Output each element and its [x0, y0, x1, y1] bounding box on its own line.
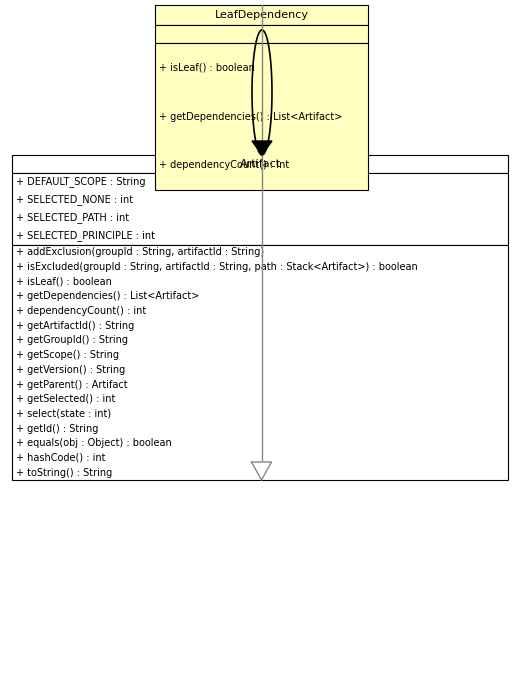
Text: + DEFAULT_SCOPE : String: + DEFAULT_SCOPE : String — [16, 177, 146, 188]
Text: + isLeaf() : boolean: + isLeaf() : boolean — [16, 277, 112, 287]
Text: + getArtifactId() : String: + getArtifactId() : String — [16, 321, 134, 331]
Text: + dependencyCount() : int: + dependencyCount() : int — [16, 306, 146, 316]
Text: + getDependencies() : List<Artifact>: + getDependencies() : List<Artifact> — [16, 291, 199, 302]
Bar — [12, 245, 508, 480]
Bar — [12, 155, 508, 173]
Text: + isExcluded(groupId : String, artifactId : String, path : Stack<Artifact>) : bo: + isExcluded(groupId : String, artifactI… — [16, 262, 418, 272]
Bar — [155, 25, 368, 43]
Text: Artifact: Artifact — [239, 159, 281, 169]
Text: + getParent() : Artifact: + getParent() : Artifact — [16, 379, 127, 389]
Polygon shape — [252, 462, 271, 480]
Text: + select(state : int): + select(state : int) — [16, 409, 111, 419]
Text: + SELECTED_PATH : int: + SELECTED_PATH : int — [16, 213, 129, 224]
Text: LeafDependency: LeafDependency — [215, 10, 308, 20]
Text: + isLeaf() : boolean: + isLeaf() : boolean — [159, 63, 255, 72]
Text: + getDependencies() : List<Artifact>: + getDependencies() : List<Artifact> — [159, 111, 342, 122]
Text: + addExclusion(groupId : String, artifactId : String): + addExclusion(groupId : String, artifac… — [16, 247, 264, 257]
Text: + hashCode() : int: + hashCode() : int — [16, 453, 106, 463]
Text: + SELECTED_PRINCIPLE : int: + SELECTED_PRINCIPLE : int — [16, 231, 155, 241]
Bar — [12, 173, 508, 245]
Text: + SELECTED_NONE : int: + SELECTED_NONE : int — [16, 195, 133, 206]
Polygon shape — [252, 141, 272, 155]
Bar — [155, 5, 368, 25]
Bar — [155, 43, 368, 190]
Text: + dependencyCount() : int: + dependencyCount() : int — [159, 161, 289, 170]
Text: + getId() : String: + getId() : String — [16, 423, 98, 434]
Text: + getSelected() : int: + getSelected() : int — [16, 394, 115, 404]
Text: + getVersion() : String: + getVersion() : String — [16, 365, 125, 375]
Text: + getScope() : String: + getScope() : String — [16, 350, 119, 360]
Text: + equals(obj : Object) : boolean: + equals(obj : Object) : boolean — [16, 439, 172, 448]
Text: + getGroupId() : String: + getGroupId() : String — [16, 336, 128, 345]
Text: + toString() : String: + toString() : String — [16, 468, 112, 477]
